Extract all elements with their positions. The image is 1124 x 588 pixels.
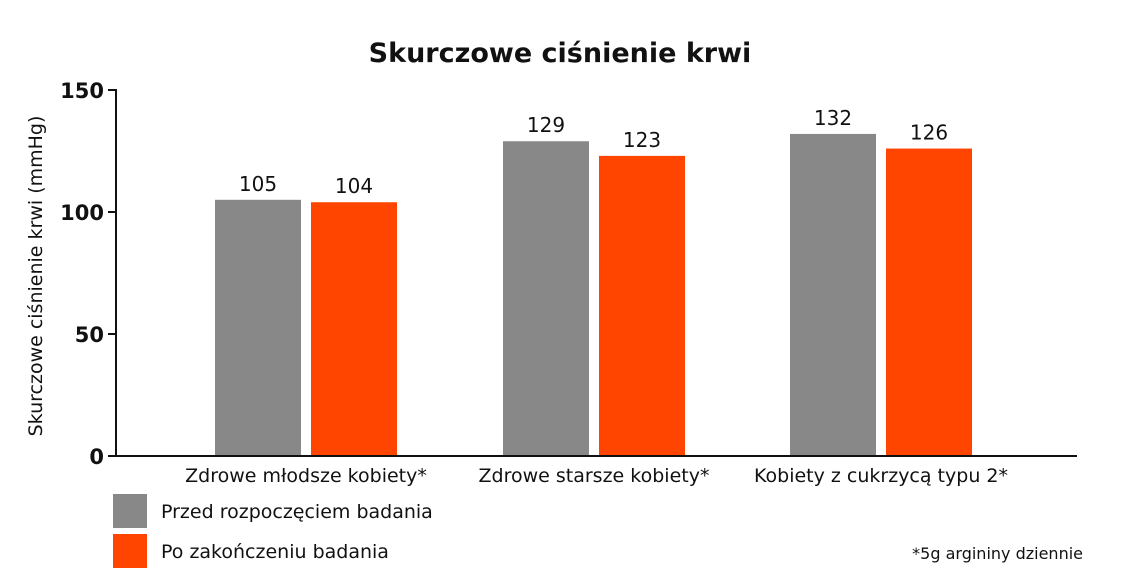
bars-group bbox=[215, 133, 972, 457]
legend-label: Po zakończeniu badania bbox=[161, 541, 389, 563]
legend-label: Przed rozpoczęciem badania bbox=[161, 501, 433, 523]
x-tick-label: Kobiety z cukrzycą typu 2* bbox=[754, 465, 1008, 487]
data-label: 126 bbox=[910, 121, 948, 145]
category-labels-group: Zdrowe młodsze kobiety* Zdrowe starsze ko… bbox=[185, 465, 1008, 487]
y-axis-ticks: 0 50 100 150 bbox=[60, 79, 116, 469]
chart-title: Skurczowe ciśnienie krwi bbox=[369, 38, 752, 69]
data-label: 105 bbox=[239, 172, 277, 196]
legend-swatch-before bbox=[113, 494, 147, 528]
y-tick-label: 0 bbox=[89, 445, 104, 469]
bar-after-1 bbox=[599, 155, 685, 456]
bar-before-2 bbox=[790, 133, 876, 457]
footnote: *5g argininy dziennie bbox=[912, 544, 1083, 563]
x-tick-label: Zdrowe młodsze kobiety* bbox=[185, 465, 427, 487]
bar-before-1 bbox=[503, 141, 589, 457]
y-tick-label: 50 bbox=[75, 323, 104, 347]
data-label: 104 bbox=[335, 174, 373, 198]
data-label: 132 bbox=[814, 106, 852, 130]
value-labels-group: 105 104 129 123 132 126 bbox=[239, 106, 948, 198]
data-label: 123 bbox=[623, 128, 661, 152]
x-tick-label: Zdrowe starsze kobiety* bbox=[479, 465, 710, 487]
bar-after-2 bbox=[886, 148, 972, 456]
legend: Przed rozpoczęciem badania Po zakończeniu… bbox=[113, 494, 433, 568]
y-tick-label: 100 bbox=[60, 201, 104, 225]
legend-swatch-after bbox=[113, 534, 147, 568]
data-label: 129 bbox=[527, 113, 565, 137]
y-axis-title: Skurczowe ciśnienie krwi (mmHg) bbox=[25, 116, 47, 437]
y-tick-label: 150 bbox=[60, 79, 104, 103]
bar-before-0 bbox=[215, 199, 301, 457]
bar-after-0 bbox=[311, 202, 397, 456]
